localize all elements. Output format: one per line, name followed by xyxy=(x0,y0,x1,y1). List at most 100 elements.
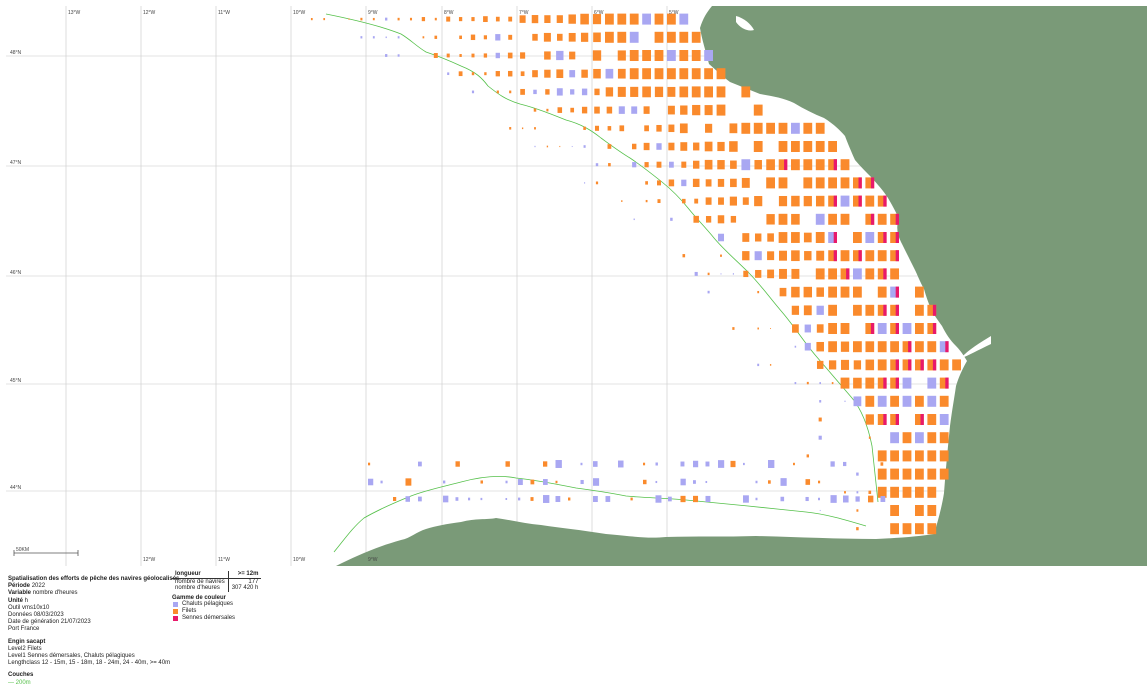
effort-cell-sennes xyxy=(846,268,850,280)
effort-cell xyxy=(804,251,812,261)
effort-cell xyxy=(668,124,675,133)
effort-cell xyxy=(927,486,937,498)
legend-item-chaluts-pelagiques[interactable]: Chaluts pélagiques xyxy=(172,601,282,609)
effort-cell xyxy=(555,460,562,468)
effort-cell-sennes xyxy=(883,232,887,243)
effort-cell xyxy=(856,509,859,512)
effort-cell xyxy=(927,505,937,516)
effort-cell-sennes xyxy=(945,377,949,389)
effort-cell xyxy=(927,395,937,407)
effort-cell xyxy=(544,69,551,78)
legend-label: Chaluts pélagiques xyxy=(182,601,234,608)
effort-cell xyxy=(939,341,949,353)
effort-cell xyxy=(927,341,937,353)
effort-cell xyxy=(633,218,635,221)
effort-cell xyxy=(816,360,824,369)
effort-cell xyxy=(754,251,762,261)
effort-cell-sennes xyxy=(895,286,899,298)
effort-cell xyxy=(742,233,750,242)
effort-cell xyxy=(505,480,508,484)
effort-cell xyxy=(543,461,548,467)
effort-cell xyxy=(780,478,787,486)
level2-text: Level2 Filets xyxy=(8,645,42,652)
effort-cell xyxy=(471,72,475,76)
effort-cell xyxy=(446,53,450,58)
effort-cell xyxy=(939,359,949,371)
effort-cell xyxy=(693,495,699,503)
effort-cell xyxy=(877,250,887,262)
effort-cell xyxy=(754,233,762,242)
periode-row: Période 2022 xyxy=(8,583,188,590)
effort-cell xyxy=(927,323,937,334)
effort-cell xyxy=(877,486,887,498)
legend-item-filets[interactable]: Filets xyxy=(172,608,282,615)
effort-cell xyxy=(754,160,762,170)
effort-cell xyxy=(605,87,614,97)
effort-cell xyxy=(815,268,825,280)
effort-cell xyxy=(716,104,726,116)
effort-cell xyxy=(767,251,775,261)
effort-cell xyxy=(902,323,912,334)
effort-cell xyxy=(730,160,737,169)
effort-cell xyxy=(890,359,899,371)
effort-cell xyxy=(840,159,850,171)
effort-cell xyxy=(828,323,837,334)
variable-label: Variable xyxy=(8,590,32,597)
effort-cell xyxy=(816,305,824,315)
effort-cell xyxy=(791,195,800,207)
filets-swatch xyxy=(173,609,178,615)
effort-cell xyxy=(495,52,500,59)
effort-cell xyxy=(693,480,696,484)
effort-cell xyxy=(791,286,800,298)
longitude-label-top: 12°W xyxy=(143,10,156,16)
effort-cell xyxy=(680,105,688,115)
effort-cell xyxy=(707,290,710,294)
effort-cell xyxy=(902,432,912,444)
effort-cell xyxy=(815,177,825,189)
effort-cell xyxy=(890,268,899,280)
effort-cell xyxy=(470,34,476,41)
effort-cell xyxy=(704,50,713,61)
effort-cell xyxy=(778,159,788,171)
effort-cell xyxy=(818,417,822,422)
effort-cell xyxy=(853,377,862,389)
navires-row: nombre de navires 177 xyxy=(172,578,262,585)
effort-cell xyxy=(927,523,937,535)
legend-item-sennes-demersales[interactable]: Sennes démersales xyxy=(172,615,282,622)
navires-value: 177 xyxy=(227,578,262,585)
effort-cell xyxy=(828,250,837,262)
effort-cell-sennes xyxy=(870,177,875,189)
effort-cell xyxy=(546,145,549,148)
effort-cell xyxy=(927,432,937,444)
effort-cell xyxy=(853,195,862,207)
effort-cell xyxy=(804,342,811,351)
effort-cell xyxy=(543,495,550,503)
effort-cell xyxy=(607,126,612,131)
effort-cell xyxy=(742,251,750,261)
effort-cell xyxy=(853,396,862,407)
effort-cell xyxy=(753,104,763,116)
effort-cell xyxy=(707,272,710,276)
effort-cell xyxy=(629,13,639,25)
fishing-effort-map[interactable]: 13°W 12°W 11°W 10°W 9°W 8°W 7°W 6°W 5°W 12°W 11°W 1… xyxy=(6,6,1147,566)
effort-cell xyxy=(691,50,701,61)
effort-cell xyxy=(717,215,725,224)
effort-cell xyxy=(595,163,599,167)
couche-200m-item[interactable]: — 200m xyxy=(8,679,31,686)
effort-cell xyxy=(434,17,437,21)
effort-cell xyxy=(890,250,899,262)
effort-cell xyxy=(717,141,725,152)
effort-cell xyxy=(720,273,722,275)
effort-cell xyxy=(720,254,722,257)
engin-section: Engin sacapt Level2 Filets Level1 Sennes… xyxy=(8,639,188,668)
map-panel[interactable]: 13°W 12°W 11°W 10°W 9°W 8°W 7°W 6°W 5°W 12°W 11°W 1… xyxy=(6,6,1147,566)
effort-cell xyxy=(902,377,912,389)
effort-cell xyxy=(927,450,937,462)
effort-cell xyxy=(778,141,788,152)
effort-cell xyxy=(853,286,862,298)
effort-cell xyxy=(669,161,674,168)
effort-cell xyxy=(778,213,788,225)
effort-cell xyxy=(791,159,800,171)
variable-value: nombre d'heures xyxy=(32,590,78,597)
effort-cell xyxy=(877,414,887,425)
